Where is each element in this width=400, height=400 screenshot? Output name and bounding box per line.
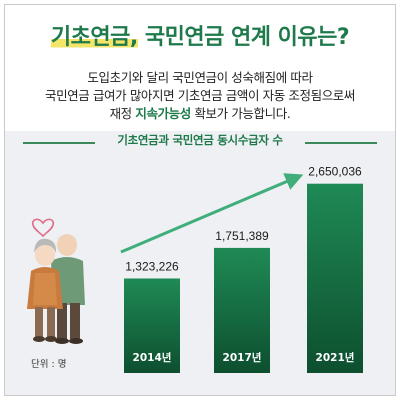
chart-bars: 1,323,226 2014년 1,751,389 2017년 2,650,036 202… — [124, 165, 363, 373]
category-label-2: 2017년 — [223, 351, 262, 364]
title-rule-left — [23, 142, 95, 144]
data-label-1: 1,323,226 — [125, 259, 179, 273]
description-line-3: 재정 지속가능성 확보가 가능합니다. — [5, 103, 395, 122]
description-keyword: 지속가능성 — [135, 106, 191, 121]
description-line-1: 도입초기와 달리 국민연금이 성숙해짐에 따라 — [87, 70, 313, 85]
category-label-3: 2021년 — [316, 351, 355, 364]
page-title: 기초연금, 국민연금 연계 이유는? — [5, 19, 395, 51]
bar-chart: 1,323,226 2014년 1,751,389 2017년 2,650,036 202… — [27, 165, 363, 373]
bar-1 — [124, 278, 180, 373]
description-line-3-suffix: 확보가 가능합니다. — [190, 106, 291, 121]
chart-title: 기초연금과 국민연금 동시수급자 수 — [117, 133, 283, 147]
trend-arrow — [120, 173, 304, 254]
bar-3 — [307, 183, 363, 373]
description-line-2: 국민연금 급여가 많아지면 기초연금 금액이 자동 조정됨으로써 — [44, 88, 356, 103]
title-rest: 국민연금 연계 이유는? — [137, 25, 350, 50]
elderly-couple-icon — [27, 234, 85, 344]
title-rule-right — [305, 142, 377, 144]
description-line-3-prefix: 재정 — [109, 106, 136, 121]
data-label-2: 1,751,389 — [215, 229, 269, 243]
heart-icon — [31, 218, 55, 238]
category-label-1: 2014년 — [133, 351, 172, 364]
title-highlight: 기초연금, — [50, 25, 138, 50]
bar-2 — [214, 247, 270, 373]
infographic-card: 기초연금, 국민연금 연계 이유는? 도입초기와 달리 국민연금이 성숙해짐에 … — [4, 4, 396, 396]
chart-title-bar: 기초연금과 국민연금 동시수급자 수 — [15, 132, 385, 156]
unit-label: 단위 : 명 — [31, 359, 67, 370]
data-label-3: 2,650,036 — [308, 165, 362, 179]
